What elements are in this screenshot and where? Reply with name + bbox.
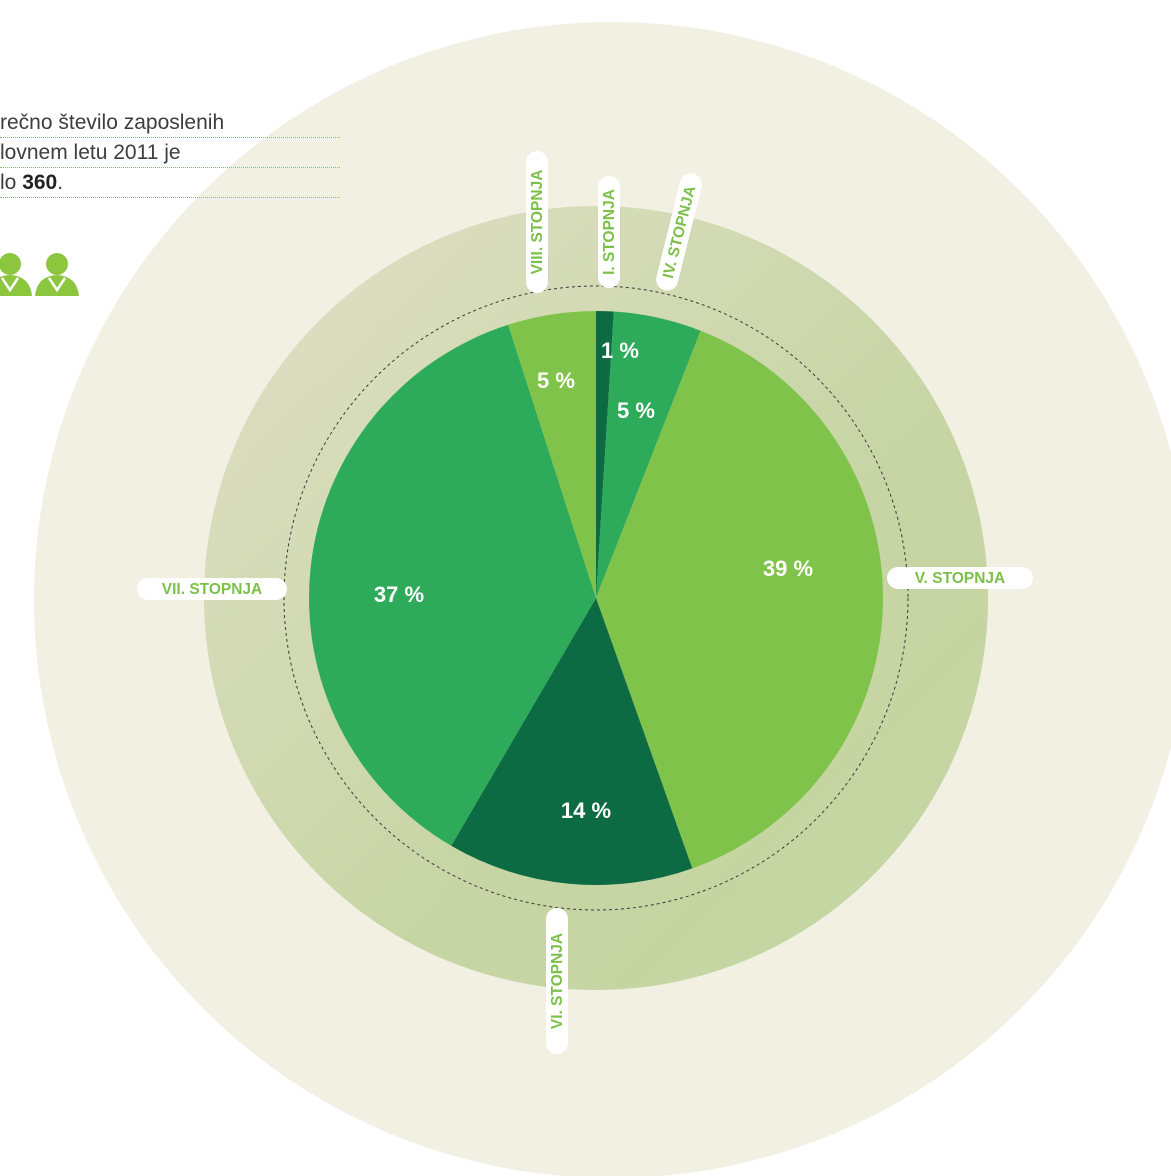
category-label-background [887,567,1033,589]
slice-percent-label: 5 % [537,368,575,393]
intro-text: rečno število zaposlenih lovnem letu 201… [0,108,340,198]
intro-line-1: rečno število zaposlenih [0,108,340,138]
category-label-text: VI. STOPNJA [549,933,566,1029]
category-label-background [546,908,568,1054]
category-label-pill: VIII. STOPNJA [526,151,548,293]
intro-line-2: lovnem letu 2011 je [0,138,340,168]
pie-slices [309,311,883,885]
slice-percent-label: 14 % [561,798,611,823]
intro-line-1-text: rečno število zaposlenih [0,111,225,134]
pie-slice-3 [596,330,883,869]
intro-line-3-suffix: . [57,171,64,194]
dashed-guide-circle [283,285,909,911]
person-icon [35,253,79,296]
percent-labels: 1 % 5 % 39 % 14 % 37 % 5 % [374,338,813,823]
slice-percent-label: 5 % [617,398,655,423]
category-label-pill: V. STOPNJA [887,567,1033,589]
pie-slice-2 [596,311,701,598]
intro-line-3: lo 360. [0,168,340,198]
category-label-text: VIII. STOPNJA [529,170,546,275]
intro-line-3-prefix: lo [0,171,23,194]
category-label-pill: I. STOPNJA [598,176,620,288]
category-label-background [137,578,287,600]
slice-percent-label: 1 % [601,338,639,363]
slice-percent-label: 39 % [763,556,813,581]
pie-slice-1 [596,311,614,598]
pie-slice-4 [451,598,693,885]
pie-slice-6 [508,311,596,598]
slice-percent-label: 37 % [374,582,424,607]
employee-count: 360 [22,171,58,194]
pie-slice-5 [309,324,596,846]
person-icon [0,253,32,296]
category-label-background [656,173,702,291]
category-label-text: VII. STOPNJA [162,581,263,598]
category-label-text: V. STOPNJA [915,570,1005,587]
category-label-text: I. STOPNJA [601,189,618,275]
category-label-pill: VII. STOPNJA [137,578,287,600]
people-icons [0,253,79,296]
category-label-pill: VI. STOPNJA [546,908,568,1054]
category-label-background [526,151,548,293]
intro-line-2-text: lovnem letu 2011 je [0,141,181,164]
category-label-background [598,176,620,288]
